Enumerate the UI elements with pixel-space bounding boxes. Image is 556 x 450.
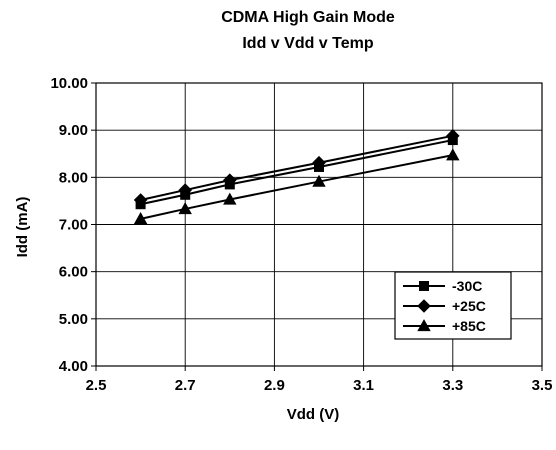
x-tick-label: 2.7 [175,377,196,394]
legend-label: +85C [452,318,486,334]
x-axis-label: Vdd (V) [287,406,340,423]
series-group [133,129,460,225]
legend-marker-diamond [417,299,431,313]
legend-marker-square [419,281,429,291]
x-tick-label: 2.5 [86,377,107,394]
data-point-triangle [446,148,460,161]
legend-label: -30C [452,278,482,294]
data-point-triangle [178,202,192,215]
x-tick-label: 3.3 [442,377,463,394]
legend-marker-triangle [417,319,431,332]
data-point-diamond [312,155,326,170]
data-point-diamond [178,183,192,197]
data-point-triangle [223,192,237,205]
data-point-triangle [133,211,148,225]
y-tick-label: 5.00 [59,311,88,328]
y-tick-label: 4.00 [59,358,88,375]
series-square [135,135,458,210]
y-tick-label: 7.00 [59,217,88,234]
series-triangle [133,148,460,225]
y-tick-label: 6.00 [59,264,88,281]
series-diamond [133,129,460,207]
legend-item: -30C [403,278,482,294]
x-tick-label: 2.9 [264,377,285,394]
legend-label: +25C [452,298,486,314]
x-tick-label: 3.5 [532,377,553,394]
chart-title: CDMA High Gain Mode [221,9,395,26]
y-axis-label: Idd (mA) [14,197,31,258]
y-axis-ticks: 4.00 5.00 6.00 7.00 8.00 9.00 10.00 [50,75,96,375]
data-point-diamond [133,193,148,207]
data-point-diamond [223,173,237,187]
legend-item: +85C [403,318,486,334]
legend-item: +25C [403,298,486,314]
data-point-diamond [446,129,460,143]
y-tick-label: 10.00 [50,75,88,92]
chart-subtitle: Idd v Vdd v Temp [242,35,374,52]
legend: -30C +25C +85C [394,271,512,340]
x-tick-label: 3.1 [353,377,374,394]
x-axis-ticks: 2.5 2.7 2.9 3.1 3.3 3.5 [86,366,553,394]
data-point-triangle [312,174,326,187]
y-tick-label: 8.00 [59,169,88,186]
y-tick-label: 9.00 [59,122,88,139]
